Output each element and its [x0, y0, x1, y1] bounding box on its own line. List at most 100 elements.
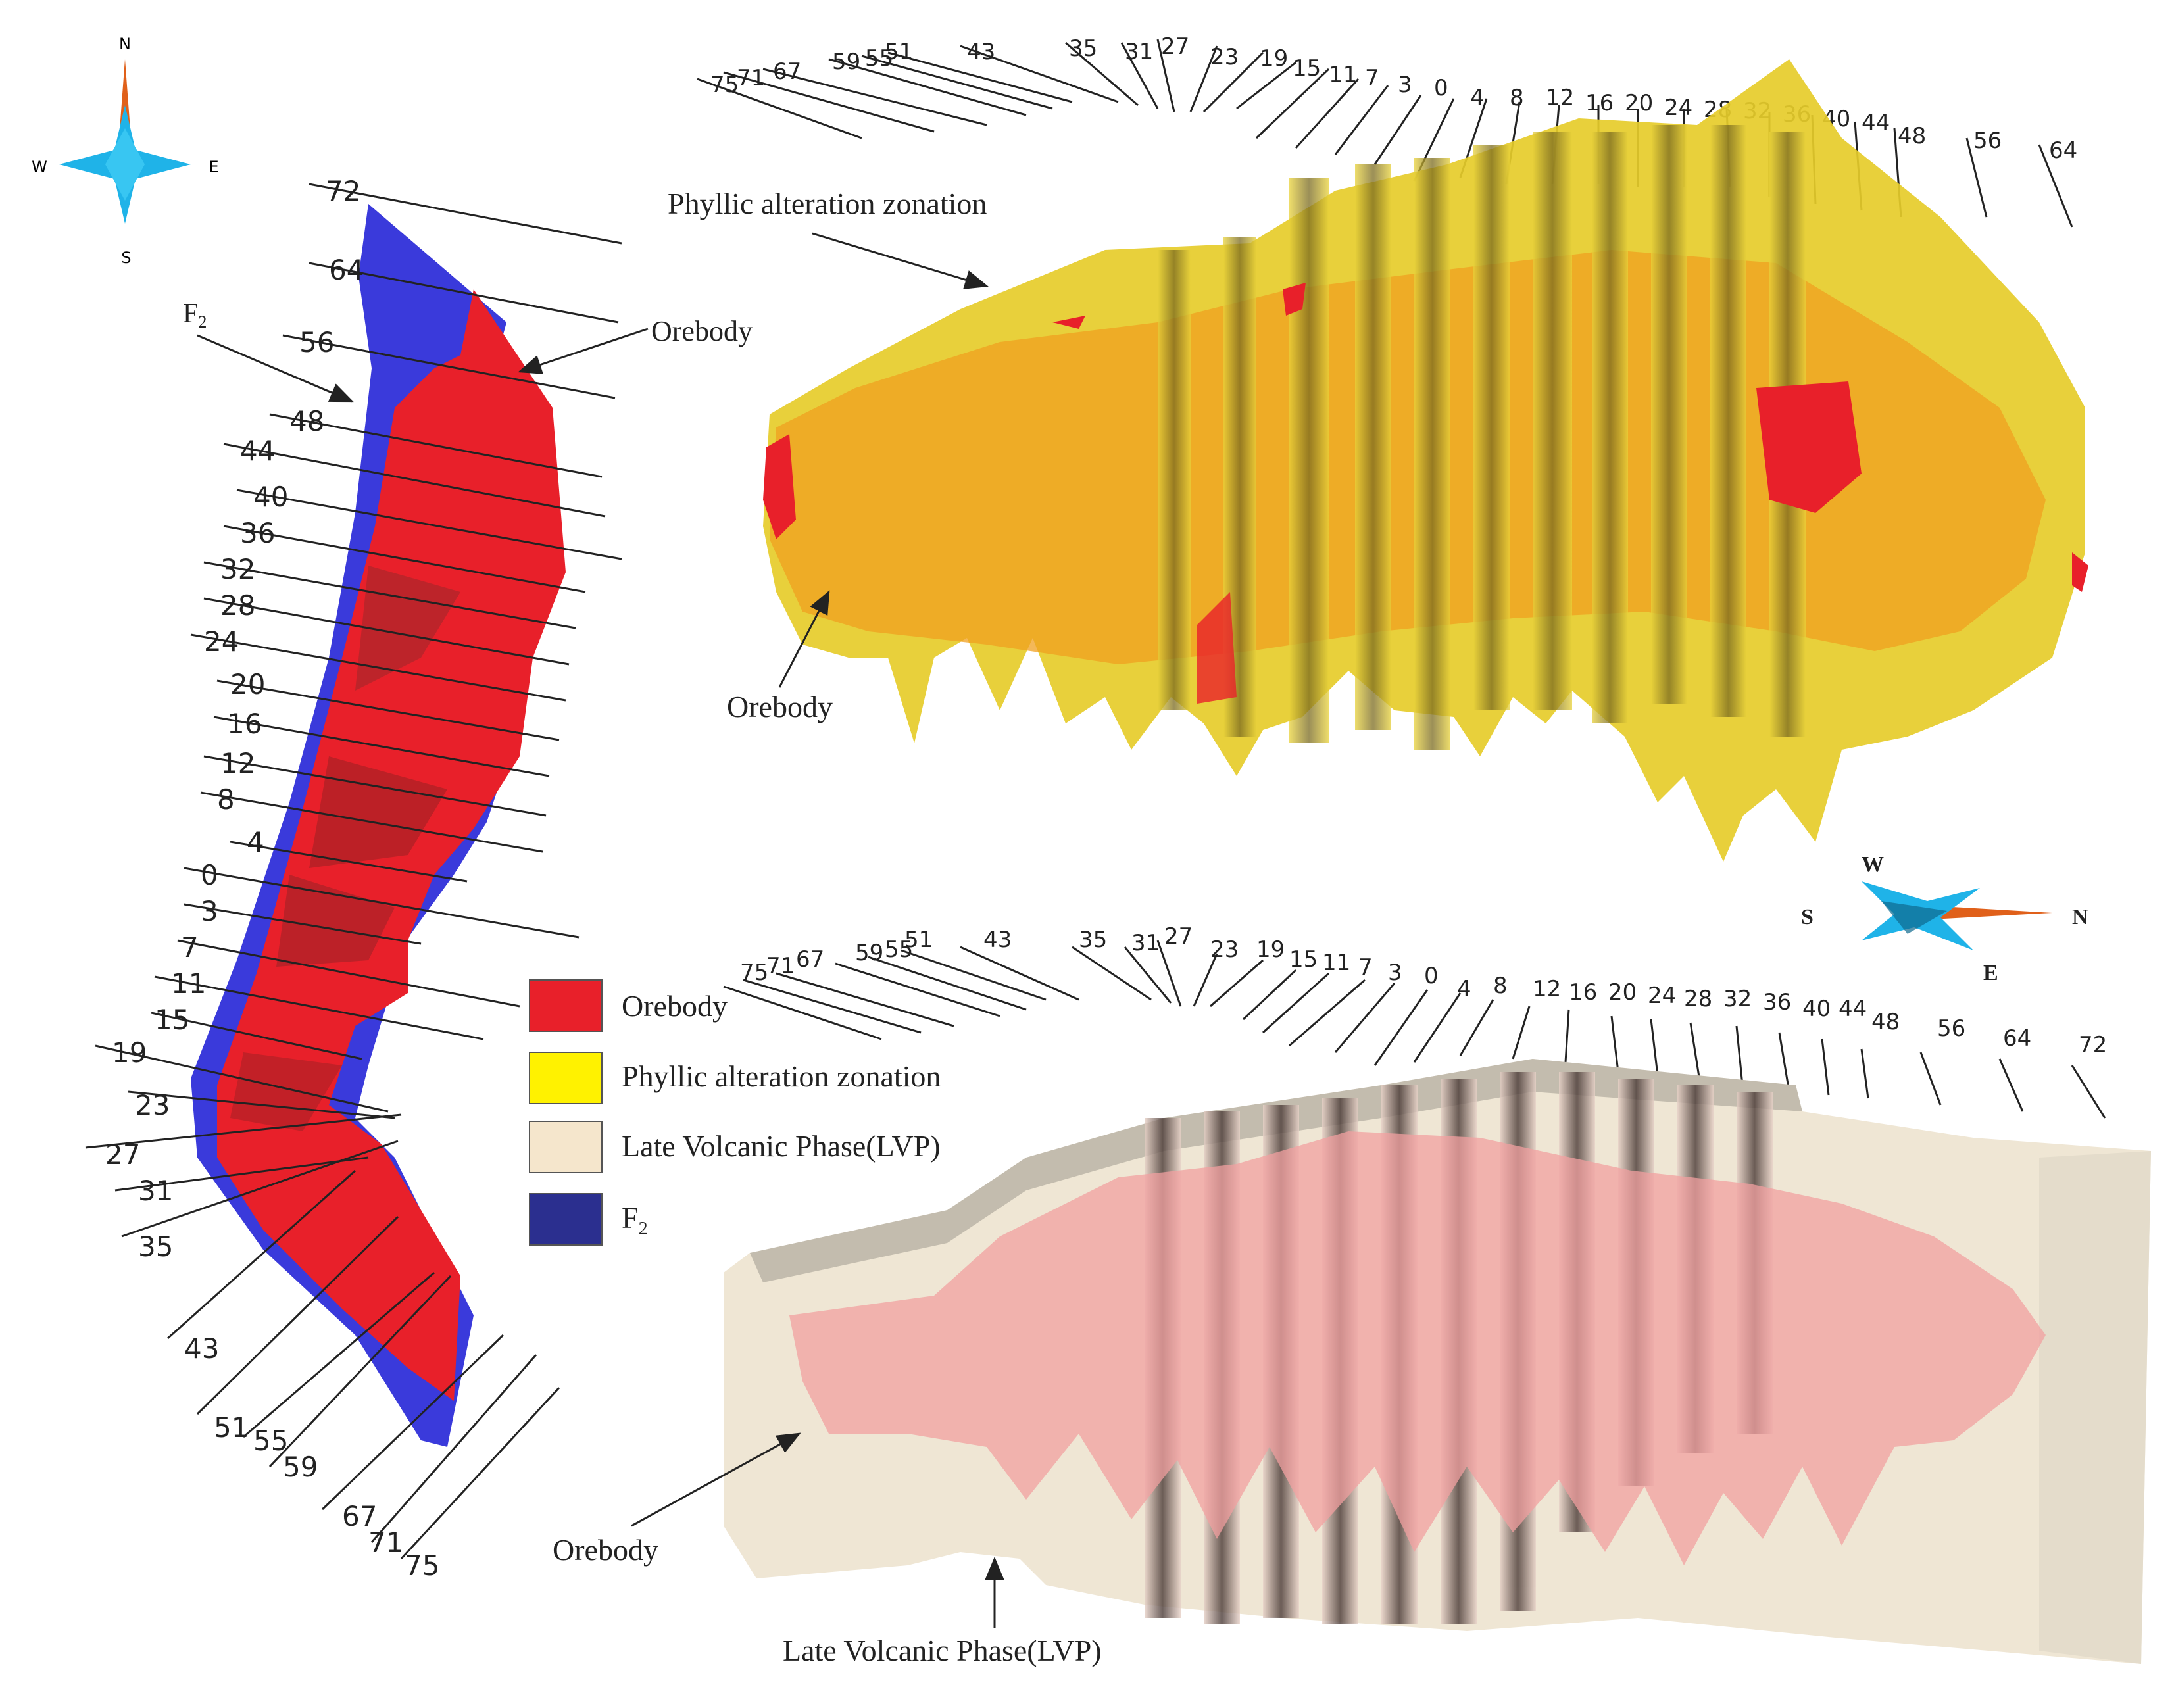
left-section-label: 67: [342, 1500, 377, 1532]
top-orebody-east-tip: [2072, 552, 2088, 592]
bottom-section-label: 3: [1388, 960, 1402, 986]
phyllic-arrow: [812, 232, 989, 289]
left-section-label: 0: [201, 859, 218, 891]
bottom-section-lines: [723, 940, 2106, 1119]
top-orebody-label: Orebody: [727, 690, 833, 723]
bottom-section-label: 32: [1723, 986, 1752, 1012]
left-section-label: 3: [201, 895, 218, 927]
f2-label: F2: [183, 299, 207, 331]
top-section-label: 11: [1329, 62, 1357, 88]
left-section-label: 51: [214, 1411, 249, 1444]
legend-swatch-orebody: [529, 979, 603, 1032]
top-section-label: 16: [1585, 90, 1614, 116]
lvp-label: Late Volcanic Phase(LVP): [783, 1634, 1102, 1667]
bottom-section-label: 27: [1164, 923, 1193, 950]
left-section-label: 56: [299, 326, 334, 358]
legend-label-lvp: Late Volcanic Phase(LVP): [622, 1129, 941, 1163]
left-section-label: 27: [105, 1138, 140, 1171]
top-orebody-west-tip: [763, 434, 796, 539]
top-section-label: 43: [967, 39, 995, 65]
top-section-label: 7: [1365, 65, 1379, 91]
bottom-section-label: 72: [2079, 1032, 2107, 1058]
top-section-label: 67: [773, 59, 801, 85]
left-section-label: 36: [240, 517, 275, 549]
left-section-label: 16: [227, 708, 262, 740]
left-section-label: 40: [253, 481, 288, 513]
legend-swatch-phyllic: [529, 1052, 603, 1104]
orebody-plan-body: [217, 289, 566, 1401]
legend-label-f2: F2: [622, 1201, 648, 1239]
left-section-label: 7: [181, 931, 199, 964]
left-section-label: 19: [112, 1037, 147, 1069]
left-section-label: 71: [368, 1526, 403, 1559]
left-section-lines: [85, 183, 622, 1560]
left-section-label: 43: [184, 1332, 219, 1365]
left-section-label: 31: [138, 1175, 173, 1207]
top-3d-view: 75 71 67 59 55 51 43 35 31 27 23 19 15 1…: [668, 34, 2088, 862]
top-section-label: 23: [1210, 44, 1239, 70]
bottom-section-label: 0: [1424, 963, 1439, 989]
bottom-section-label: 56: [1937, 1015, 1965, 1042]
bottom-section-label: 35: [1079, 927, 1107, 953]
bottom-section-label: 71: [766, 953, 795, 979]
bottom-section-label: 11: [1322, 950, 1350, 976]
legend-label-phyllic: Phyllic alteration zonation: [622, 1060, 941, 1093]
top-orebody-inner: [1197, 592, 1237, 704]
top-section-label: 15: [1293, 55, 1321, 82]
top-section-label: 31: [1125, 39, 1153, 65]
bottom-section-label: 8: [1493, 973, 1508, 999]
bottom-section-label: 4: [1457, 976, 1471, 1002]
bottom-section-label: 28: [1684, 986, 1712, 1012]
top-section-label: 20: [1625, 90, 1653, 116]
left-section-label: 35: [138, 1231, 173, 1263]
left-section-label: 4: [247, 826, 264, 858]
bottom-section-label: 15: [1289, 946, 1318, 973]
top-section-label: 75: [710, 72, 739, 98]
left-section-label: 23: [135, 1089, 170, 1121]
top-section-label: 4: [1470, 85, 1485, 111]
bottom-section-label: 48: [1871, 1009, 1900, 1035]
bottom-section-label: 31: [1131, 930, 1160, 956]
phyllic-label: Phyllic alteration zonation: [668, 187, 987, 220]
left-section-label: 75: [405, 1549, 439, 1582]
legend-swatch-lvp: [529, 1121, 603, 1173]
left-section-label: 28: [220, 589, 255, 622]
top-section-label: 3: [1398, 72, 1412, 98]
bottom-orebody: [789, 1131, 2046, 1565]
bottom-section-label: 44: [1839, 996, 1867, 1022]
bottom-section-label: 20: [1608, 979, 1637, 1006]
left-section-label: 20: [230, 668, 265, 700]
bottom-orebody-arrow: [631, 1432, 801, 1527]
top-section-label: 12: [1546, 85, 1574, 111]
top-section-label: 24: [1664, 95, 1692, 121]
top-section-label: 0: [1434, 75, 1448, 101]
top-section-label: 8: [1510, 85, 1524, 111]
top-section-label: 19: [1260, 45, 1288, 72]
legend-label-orebody: Orebody: [622, 989, 728, 1023]
left-section-label: 64: [329, 254, 364, 286]
left-plan-view: 72 64 56 48 44 40 36 32 28 24 20 16 12 8…: [85, 175, 753, 1582]
left-section-label: 12: [220, 747, 255, 779]
left-section-label: 72: [326, 175, 360, 207]
left-section-label: 44: [240, 435, 275, 467]
bottom-section-label: 64: [2003, 1025, 2031, 1052]
top-section-label: 51: [885, 39, 913, 65]
top-orebody-east-block: [1756, 381, 1862, 513]
bottom-section-label: 75: [740, 960, 768, 986]
compass-mid-n: N: [2072, 905, 2088, 929]
bottom-section-label: 55: [885, 937, 913, 963]
bottom-orebody-label: Orebody: [553, 1533, 658, 1567]
legend: Orebody Phyllic alteration zonation Late…: [529, 979, 941, 1246]
left-orebody-label: Orebody: [651, 315, 753, 347]
compass-e-label: E: [209, 158, 218, 176]
legend-swatch-f2: [529, 1193, 603, 1246]
top-section-label: 71: [737, 65, 765, 91]
compass-mid-w: W: [1862, 852, 1884, 877]
left-section-label: 32: [220, 553, 255, 585]
compass-mid-s: S: [1801, 905, 1814, 929]
top-section-label: 27: [1161, 34, 1189, 60]
bottom-section-label: 43: [983, 927, 1012, 953]
bottom-section-label: 16: [1569, 979, 1597, 1006]
bottom-section-label: 7: [1358, 954, 1373, 981]
top-section-label: 64: [2049, 137, 2077, 164]
